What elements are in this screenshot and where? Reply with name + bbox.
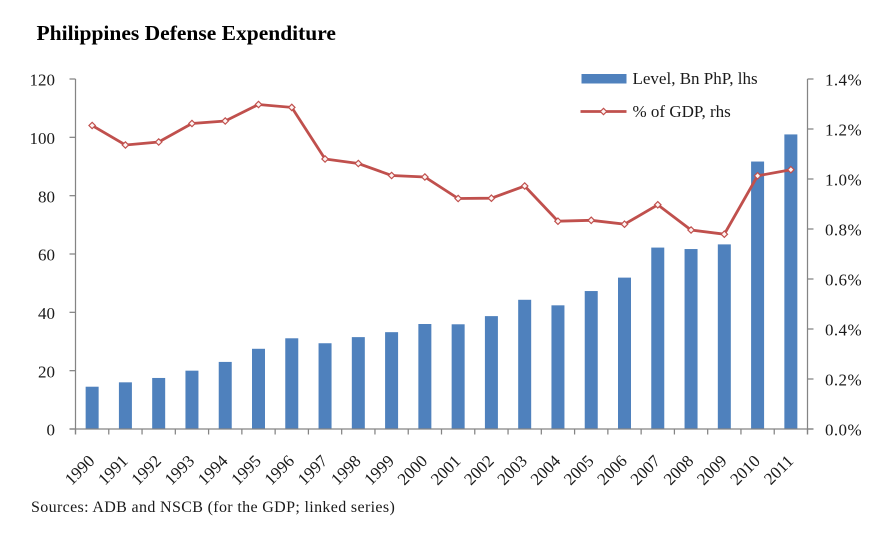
- svg-text:Philippines Defense Expenditur: Philippines Defense Expenditure: [37, 21, 336, 45]
- svg-text:80: 80: [38, 187, 55, 206]
- svg-text:1.2%: 1.2%: [825, 121, 862, 140]
- svg-text:20: 20: [38, 362, 55, 381]
- svg-text:1.4%: 1.4%: [825, 71, 862, 90]
- svg-text:% of GDP, rhs: % of GDP, rhs: [633, 102, 731, 121]
- svg-text:0.2%: 0.2%: [825, 371, 862, 390]
- svg-text:0.6%: 0.6%: [825, 271, 862, 290]
- svg-text:0.0%: 0.0%: [825, 421, 862, 440]
- svg-text:120: 120: [30, 71, 56, 90]
- svg-text:0: 0: [47, 421, 56, 440]
- svg-text:40: 40: [38, 304, 55, 323]
- svg-text:1.0%: 1.0%: [825, 171, 862, 190]
- svg-text:100: 100: [30, 129, 56, 148]
- svg-text:Level, Bn PhP, lhs: Level, Bn PhP, lhs: [633, 69, 758, 88]
- svg-text:60: 60: [38, 246, 55, 265]
- svg-text:0.4%: 0.4%: [825, 321, 862, 340]
- svg-text:Sources: ADB and NSCB (for the: Sources: ADB and NSCB (for the GDP; link…: [31, 499, 395, 516]
- svg-text:0.8%: 0.8%: [825, 221, 862, 240]
